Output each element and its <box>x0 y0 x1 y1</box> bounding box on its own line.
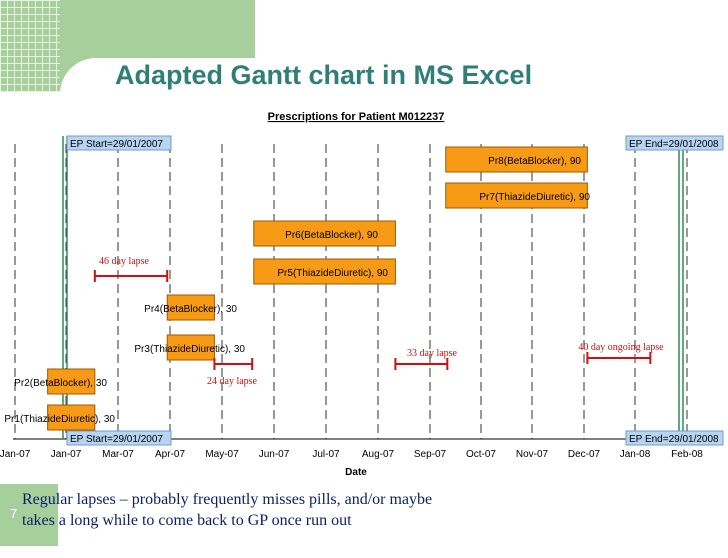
lapse-label: 40 day ongoing lapse <box>578 342 664 353</box>
caption-line-2: takes a long while to come back to GP on… <box>22 512 352 529</box>
slide-title: Adapted Gantt chart in MS Excel <box>115 60 533 90</box>
task-label: Pr7(ThiazideDiuretic), 90 <box>479 192 590 203</box>
x-tick-label: Apr-07 <box>155 449 185 460</box>
x-tick-label: Aug-07 <box>362 449 395 460</box>
x-tick-label: Jun-07 <box>259 449 290 460</box>
slide-caption: Regular lapses – probably frequently mis… <box>22 489 522 531</box>
episode-end-label-bottom: EP End=29/01/2008 <box>629 434 719 445</box>
task-bar <box>47 404 96 431</box>
x-tick-label: Jan-08 <box>620 449 651 460</box>
decorative-corner-block <box>0 484 58 546</box>
gantt-chart: Prescriptions for Patient M012237 Jan-07 J… <box>0 111 724 478</box>
episode-end-label: EP End=29/01/2008 <box>629 139 719 150</box>
slide-number: 7 <box>10 506 18 521</box>
lapse-label: 24 day lapse <box>207 376 258 387</box>
x-tick-label: May-07 <box>205 449 239 460</box>
task-label: Pr6(BetaBlocker), 90 <box>285 230 378 241</box>
task-bar <box>253 220 396 247</box>
lapse-label: 33 day lapse <box>407 348 458 359</box>
x-tick-label: Mar-07 <box>102 449 134 460</box>
task-label: Pr3(ThiazideDiuretic), 30 <box>134 344 245 355</box>
task-bar <box>166 294 215 321</box>
task-label: Pr8(BetaBlocker), 90 <box>488 156 581 167</box>
task-bar <box>253 258 396 285</box>
task-label: Pr1(ThiazideDiuretic), 30 <box>4 414 115 425</box>
task-bar <box>445 146 588 173</box>
caption-line-1: Regular lapses – probably frequently mis… <box>22 491 433 508</box>
task-label: Pr2(BetaBlocker), 30 <box>14 378 107 389</box>
episode-end-label-bottom-box <box>625 430 724 446</box>
task-bar <box>47 368 96 395</box>
decorative-grid-pattern <box>0 0 60 140</box>
task-label: Pr4(BetaBlocker), 30 <box>144 304 237 315</box>
episode-end-label-box <box>625 135 724 151</box>
episode-start-label: EP Start=29/01/2007 <box>70 139 163 150</box>
chart-title: Prescriptions for Patient M012237 <box>268 111 445 123</box>
x-tick-label: Jul-07 <box>312 449 340 460</box>
task-bar <box>166 334 215 361</box>
x-tick-label: Feb-08 <box>671 449 703 460</box>
x-axis-label: Date <box>345 467 367 478</box>
x-tick-label: Sep-07 <box>414 449 447 460</box>
task-label: Pr5(ThiazideDiuretic), 90 <box>277 268 388 279</box>
episode-start-label-box <box>66 135 172 151</box>
x-tick-label: Jan-07 <box>0 449 31 460</box>
x-tick-label: Nov-07 <box>516 449 549 460</box>
episode-start-label-bottom: EP Start=29/01/2007 <box>70 434 163 445</box>
lapse-label: 46 day lapse <box>99 256 150 267</box>
x-tick-label: Oct-07 <box>466 449 496 460</box>
x-tick-label: Dec-07 <box>568 449 601 460</box>
x-tick-label: Jan-07 <box>51 449 82 460</box>
episode-start-label-bottom-box <box>66 430 172 446</box>
task-bar <box>445 182 588 209</box>
